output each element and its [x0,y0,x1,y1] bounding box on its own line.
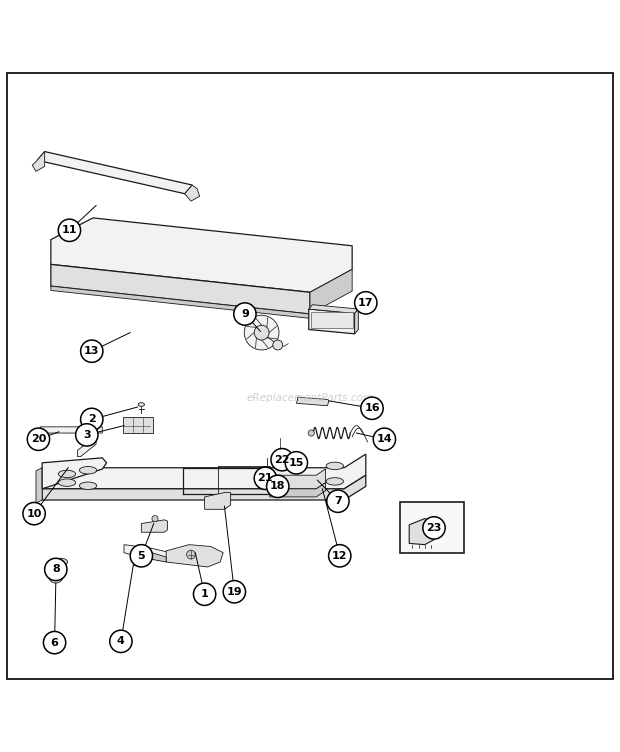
Polygon shape [42,458,107,489]
Text: 15: 15 [289,458,304,468]
Text: 21: 21 [258,473,273,484]
Text: 6: 6 [51,638,58,647]
Polygon shape [37,152,192,194]
Ellipse shape [58,560,64,563]
Text: 20: 20 [31,434,46,444]
Circle shape [273,340,283,350]
Text: 17: 17 [358,298,373,308]
FancyBboxPatch shape [400,502,464,553]
Text: 1: 1 [201,590,208,599]
Polygon shape [309,305,358,314]
Text: 2: 2 [88,414,95,424]
Circle shape [193,583,216,605]
Polygon shape [36,468,42,503]
Polygon shape [205,493,231,509]
Circle shape [110,630,132,653]
Text: 18: 18 [270,481,285,491]
Text: 8: 8 [52,565,60,575]
Text: 3: 3 [83,430,91,440]
Polygon shape [355,309,358,334]
Ellipse shape [138,402,144,406]
Circle shape [43,632,66,653]
Circle shape [45,558,67,581]
Circle shape [81,340,103,362]
Circle shape [187,550,195,559]
Circle shape [76,423,98,446]
Polygon shape [124,544,170,562]
Text: 11: 11 [61,226,77,235]
Ellipse shape [326,478,343,485]
Circle shape [327,490,349,512]
Text: 19: 19 [226,587,242,597]
Circle shape [48,569,63,583]
Ellipse shape [326,462,343,469]
Polygon shape [40,427,102,456]
Polygon shape [270,469,326,489]
Polygon shape [296,397,329,406]
Polygon shape [270,483,326,497]
Text: 5: 5 [138,550,145,561]
Text: 7: 7 [334,496,342,506]
Circle shape [130,544,153,567]
Circle shape [329,544,351,567]
Polygon shape [32,152,45,171]
Circle shape [260,469,273,481]
Bar [311,312,353,329]
Circle shape [423,517,445,539]
Circle shape [308,430,314,436]
Polygon shape [141,520,167,532]
Circle shape [273,449,288,464]
Circle shape [271,448,293,471]
Polygon shape [185,185,200,201]
Circle shape [223,581,246,603]
Circle shape [23,502,45,525]
Text: 23: 23 [427,523,441,533]
Circle shape [234,303,256,325]
Text: 14: 14 [376,434,392,444]
Circle shape [254,467,277,490]
Polygon shape [51,218,352,293]
Ellipse shape [58,470,76,478]
Ellipse shape [54,558,68,566]
Circle shape [58,219,81,241]
Text: 12: 12 [332,550,348,561]
Circle shape [373,428,396,450]
Text: 16: 16 [364,403,380,414]
Polygon shape [309,309,355,334]
Polygon shape [42,475,366,500]
Text: 9: 9 [241,309,249,319]
Circle shape [355,292,377,314]
Polygon shape [42,454,366,489]
Polygon shape [138,550,166,562]
Circle shape [152,516,158,522]
Polygon shape [166,544,223,567]
Circle shape [27,428,50,450]
Text: 4: 4 [117,636,125,647]
Polygon shape [310,269,352,314]
Bar [123,417,153,433]
Text: eReplacementParts.com: eReplacementParts.com [246,393,374,403]
Ellipse shape [79,482,97,490]
Text: 10: 10 [27,508,42,519]
Circle shape [361,397,383,420]
Circle shape [287,459,298,469]
Circle shape [81,408,103,431]
Circle shape [267,475,289,498]
Circle shape [244,315,279,350]
Circle shape [254,325,269,340]
Polygon shape [51,265,310,314]
Circle shape [285,452,308,474]
Circle shape [52,572,60,579]
Text: 13: 13 [84,346,99,356]
Ellipse shape [58,479,76,487]
Ellipse shape [79,466,97,474]
Text: 22: 22 [275,455,290,465]
Polygon shape [409,519,434,544]
Polygon shape [51,286,310,318]
